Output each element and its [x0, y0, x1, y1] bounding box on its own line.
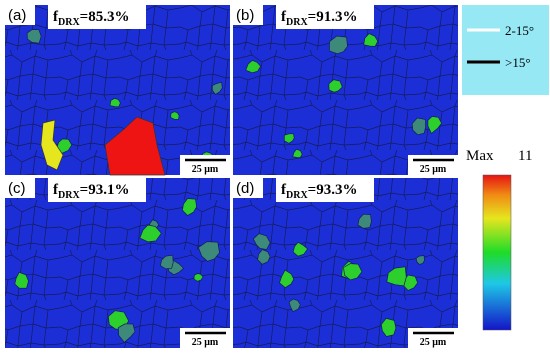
grain: [104, 116, 166, 176]
scale-bar-label: 25 μm: [420, 164, 447, 175]
grain: [343, 263, 363, 281]
map-panel: (a) fDRX=85.3% 25 μm: [5, 5, 230, 176]
grain: [197, 241, 220, 262]
grain: [245, 59, 262, 74]
fraction-value: =93.1%: [80, 182, 130, 198]
grain: [14, 271, 29, 289]
grain: [363, 33, 379, 47]
panel-label: (d): [236, 180, 254, 197]
grain: [170, 111, 180, 120]
fraction-box: [48, 178, 146, 202]
grain: [117, 323, 136, 343]
panel-label-box: [233, 178, 263, 198]
scale-bar-label: 25 μm: [420, 337, 447, 348]
panel-label: (c): [8, 180, 26, 197]
fraction-value: =91.3%: [308, 9, 358, 25]
grain: [139, 224, 162, 243]
colorbar-max-value: 11: [518, 148, 532, 164]
grain: [380, 317, 397, 337]
map-panel: (c) fDRX=93.1% 25 μm: [5, 178, 230, 348]
grain: [292, 241, 309, 257]
fraction-value: =85.3%: [80, 9, 130, 25]
fraction-subscript: DRX: [58, 190, 80, 201]
grain: [182, 198, 197, 216]
legend-label: 2-15°: [505, 23, 534, 38]
grain: [279, 269, 295, 289]
grain: [328, 79, 343, 93]
fraction-box: [48, 5, 146, 29]
scale-bar-label: 25 μm: [192, 337, 219, 348]
grain: [252, 233, 271, 250]
grain: [415, 255, 425, 265]
grain: [159, 254, 174, 270]
legend-label: >15°: [505, 55, 531, 70]
scale-bar-label: 25 μm: [192, 164, 219, 175]
map-panel: (d) fDRX=93.3% 25 μm: [233, 178, 458, 348]
grain: [292, 148, 303, 158]
grain-boundaries: [233, 178, 458, 348]
fraction-box: [276, 178, 374, 202]
grain: [329, 35, 348, 55]
grain: [427, 116, 443, 135]
fraction-label: fDRX=93.3%: [281, 182, 357, 201]
grain: [56, 138, 73, 154]
panel-label: (b): [236, 7, 254, 24]
fraction-subscript: DRX: [286, 190, 308, 201]
grain: [288, 298, 301, 313]
panel-label-box: [5, 178, 35, 198]
fraction-label: fDRX=85.3%: [53, 9, 129, 28]
fraction-symbol: f: [53, 182, 59, 198]
fraction-label: fDRX=93.1%: [53, 182, 129, 201]
fraction-symbol: f: [281, 182, 287, 198]
map-panel: (b) fDRX=91.3% 25 μm: [233, 5, 458, 175]
panel-label: (a): [8, 7, 26, 24]
colorbar: [482, 174, 512, 331]
grain: [411, 117, 426, 136]
fraction-value: =93.3%: [308, 182, 358, 198]
fraction-subscript: DRX: [58, 17, 80, 28]
panel-label-box: [233, 5, 263, 25]
grain: [211, 81, 223, 95]
fraction-symbol: f: [53, 9, 59, 25]
grain: [193, 273, 204, 282]
grain: [357, 213, 372, 229]
fraction-symbol: f: [281, 9, 287, 25]
colorbar-max-label: Max: [466, 148, 494, 164]
grain: [109, 97, 121, 108]
fraction-box: [276, 5, 374, 29]
grain: [257, 249, 271, 265]
grain: [40, 119, 64, 171]
grain: [386, 266, 407, 287]
fraction-subscript: DRX: [286, 17, 308, 28]
grain: [283, 133, 295, 144]
fraction-label: fDRX=91.3%: [281, 9, 357, 28]
grain-boundaries: [233, 5, 458, 175]
grain: [26, 29, 42, 44]
panel-label-box: [5, 5, 35, 25]
legend-box: [462, 5, 549, 95]
